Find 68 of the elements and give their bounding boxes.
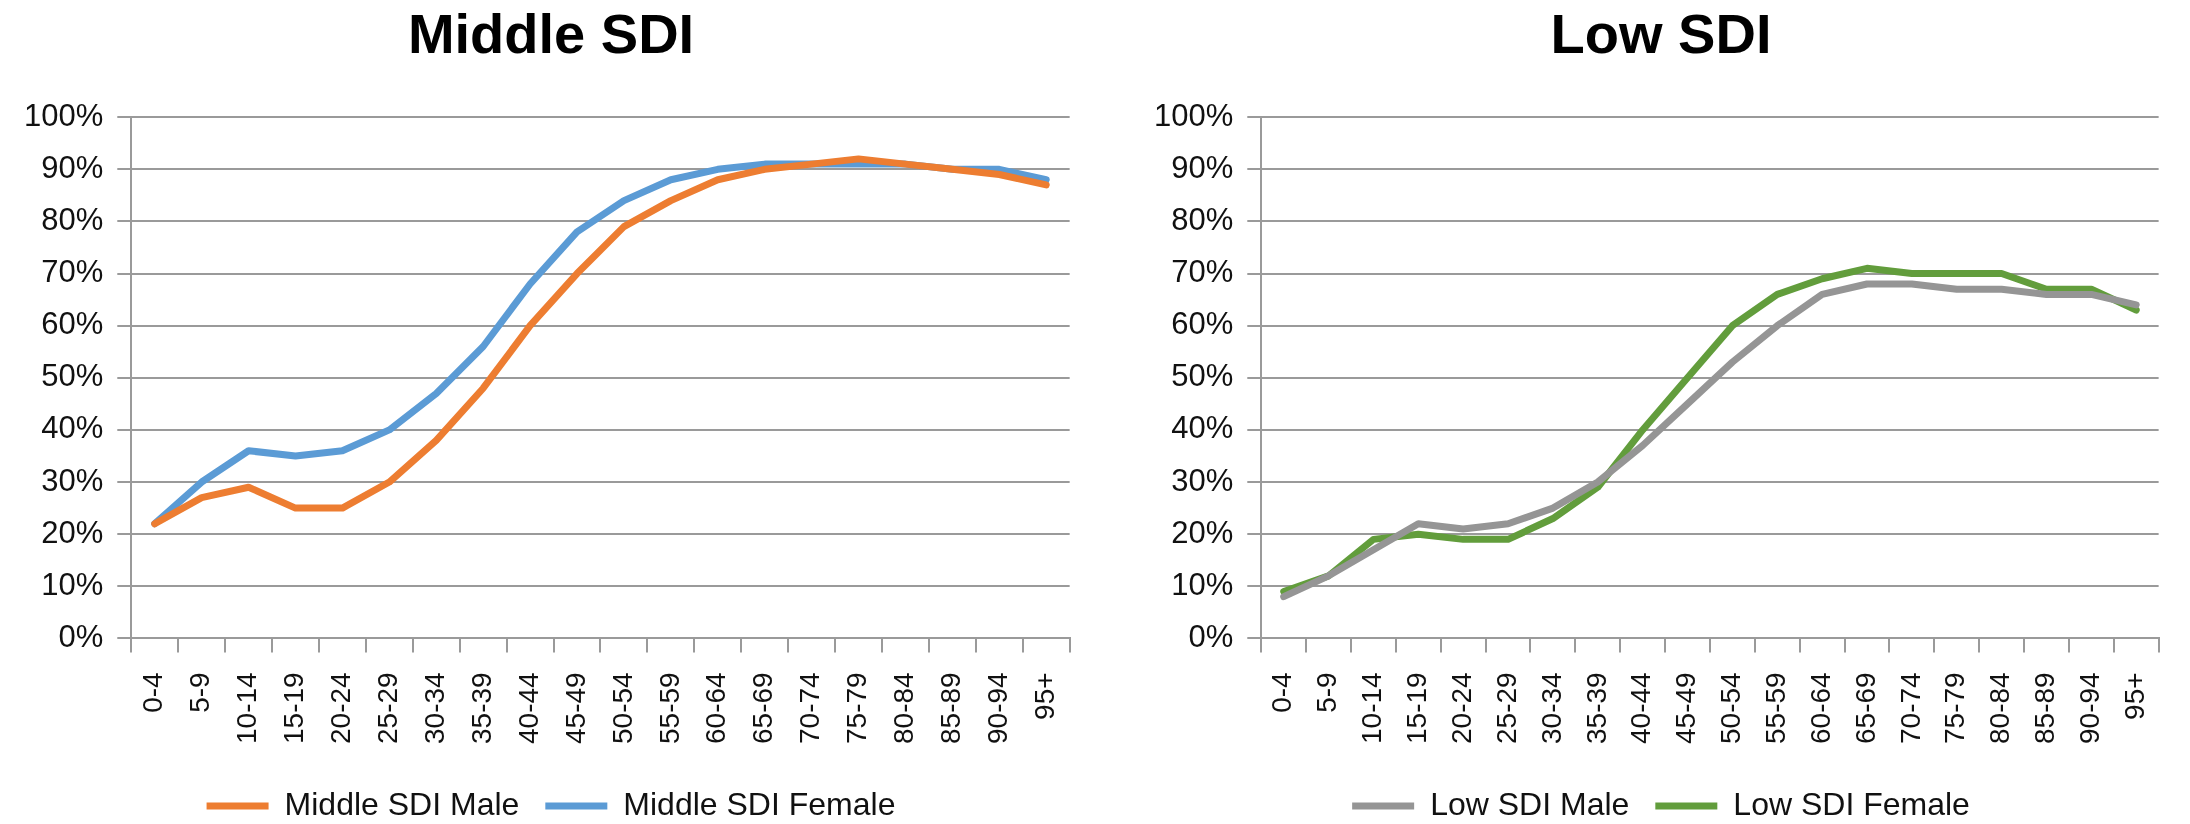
x-tick-label: 90-94 — [982, 672, 1013, 745]
x-tick-label: 15-19 — [1401, 672, 1433, 745]
x-tick-label: 80-84 — [1984, 672, 2016, 745]
y-tick-label: 100% — [1153, 97, 1234, 133]
x-tick-label: 45-49 — [559, 672, 591, 745]
legend-label: Low SDI Male — [1430, 785, 1630, 822]
y-tick-label: 10% — [41, 566, 104, 602]
legend-label: Middle SDI Female — [623, 785, 896, 822]
y-tick-label: 20% — [41, 514, 104, 550]
x-tick-label: 50-54 — [1715, 672, 1747, 745]
x-tick-label: 30-34 — [1535, 672, 1567, 745]
y-tick-label: 70% — [41, 254, 104, 290]
y-tick-label: 50% — [1171, 358, 1234, 394]
y-tick-label: 70% — [1171, 254, 1234, 290]
x-tick-label: 60-64 — [1804, 672, 1836, 745]
x-tick-label: 75-79 — [841, 672, 873, 745]
x-tick-label: 0-4 — [137, 672, 169, 713]
y-tick-label: 90% — [1171, 149, 1234, 185]
y-tick-label: 40% — [41, 410, 104, 446]
x-tick-label: 55-59 — [653, 672, 685, 745]
x-tick-label: 35-39 — [465, 672, 497, 745]
x-tick-label: 50-54 — [606, 672, 638, 745]
x-tick-label: 15-19 — [278, 672, 310, 745]
y-tick-label: 10% — [1171, 566, 1234, 602]
y-tick-label: 60% — [1171, 306, 1234, 342]
x-tick-label: 65-69 — [747, 672, 779, 745]
legend-label: Middle SDI Male — [284, 785, 520, 822]
x-tick-label: 85-89 — [935, 672, 967, 745]
chart-title: Low SDI — [1550, 2, 1772, 66]
y-tick-label: 50% — [41, 358, 104, 394]
x-tick-label: 55-59 — [1759, 672, 1791, 745]
chart-title: Middle SDI — [407, 2, 695, 66]
x-tick-label: 40-44 — [1625, 672, 1657, 745]
y-tick-label: 80% — [1171, 201, 1234, 237]
x-tick-label: 40-44 — [512, 672, 544, 745]
y-tick-label: 90% — [41, 149, 104, 185]
y-tick-label: 30% — [1171, 462, 1234, 498]
x-tick-label: 65-69 — [1849, 672, 1881, 745]
x-tick-label: 20-24 — [1445, 672, 1477, 745]
x-tick-label: 60-64 — [700, 672, 732, 745]
x-tick-label: 5-9 — [184, 672, 216, 713]
y-tick-label: 40% — [1171, 410, 1234, 446]
x-tick-label: 25-29 — [1490, 672, 1522, 745]
y-tick-label: 0% — [1188, 618, 1234, 654]
y-tick-label: 80% — [41, 201, 104, 237]
x-tick-label: 90-94 — [2074, 672, 2106, 745]
x-tick-label: 85-89 — [2029, 672, 2061, 745]
y-tick-label: 30% — [41, 462, 104, 498]
x-tick-label: 10-14 — [1356, 672, 1388, 745]
y-tick-label: 20% — [1171, 514, 1234, 550]
x-tick-label: 10-14 — [231, 672, 263, 745]
y-tick-label: 0% — [58, 618, 104, 654]
x-tick-label: 70-74 — [1894, 672, 1926, 745]
x-tick-label: 20-24 — [325, 672, 357, 745]
x-tick-label: 95+ — [2118, 672, 2150, 720]
x-tick-label: 25-29 — [372, 672, 404, 745]
x-tick-label: 95+ — [1028, 672, 1060, 720]
x-tick-label: 30-34 — [418, 672, 450, 745]
x-tick-label: 70-74 — [794, 672, 826, 745]
y-tick-label: 100% — [23, 97, 104, 133]
x-tick-label: 80-84 — [888, 672, 920, 745]
x-tick-label: 35-39 — [1580, 672, 1612, 745]
y-tick-label: 60% — [41, 306, 104, 342]
legend-label: Low SDI Female — [1733, 785, 1970, 822]
x-tick-label: 0-4 — [1266, 672, 1298, 713]
x-tick-label: 75-79 — [1939, 672, 1971, 745]
x-tick-label: 45-49 — [1670, 672, 1702, 745]
x-tick-label: 5-9 — [1311, 672, 1343, 713]
